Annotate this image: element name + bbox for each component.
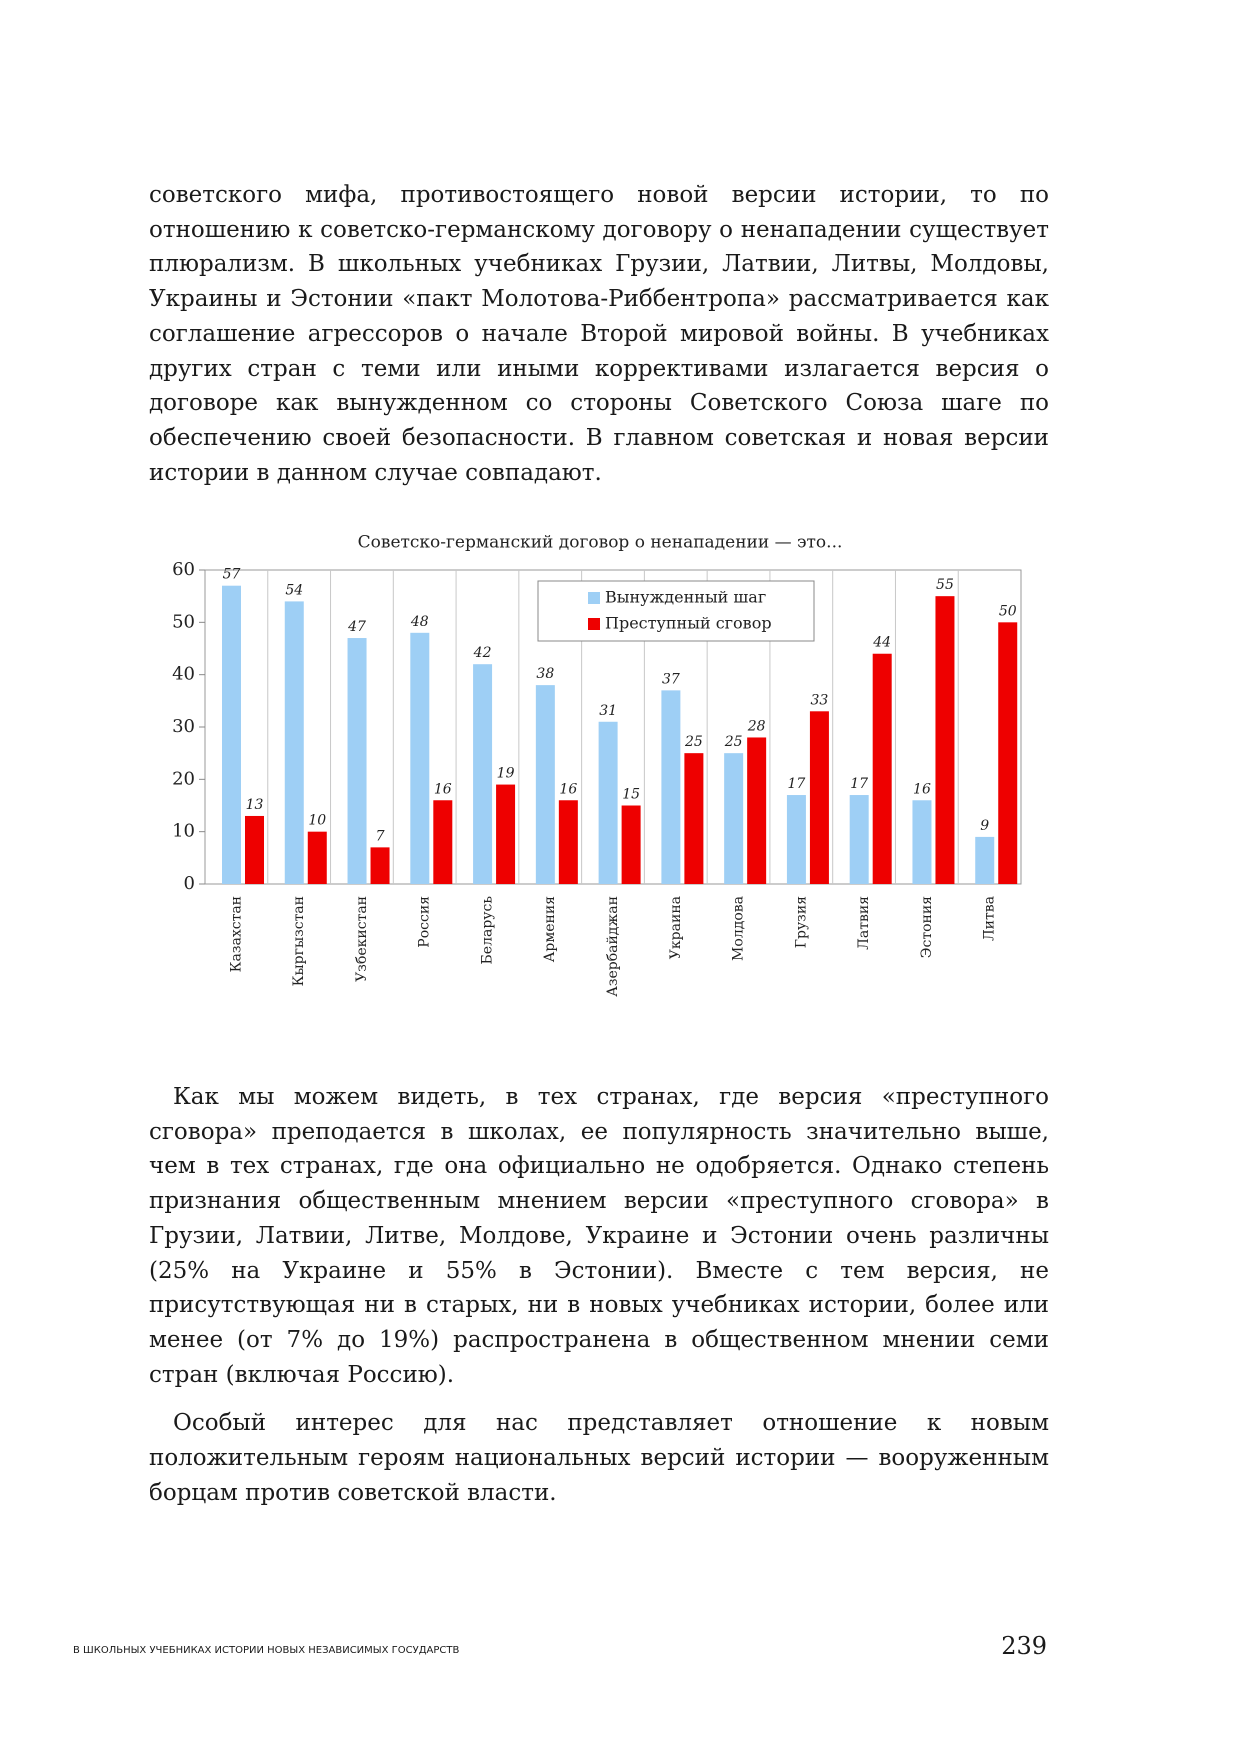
bar [598, 721, 618, 884]
data-label: 7 [376, 828, 385, 844]
paragraph: Как мы можем видеть, в тех странах, где … [149, 1084, 1049, 1388]
bar [558, 800, 578, 884]
bar [809, 711, 829, 884]
data-label: 38 [536, 666, 554, 682]
x-tick-label: Кыргызстан [291, 896, 307, 986]
chart-title: Советско-германский договор о ненападени… [358, 533, 843, 553]
y-tick-label: 60 [172, 559, 195, 580]
bar [661, 690, 681, 884]
data-label: 47 [347, 619, 366, 635]
x-tick-label: Беларусь [479, 896, 495, 965]
text-top: советского мифа, противостоящего новой в… [149, 178, 1049, 490]
bar [998, 622, 1018, 884]
bar [975, 836, 995, 884]
data-label: 42 [473, 645, 492, 661]
data-label: 31 [599, 703, 617, 719]
x-tick-label: Армения [542, 896, 558, 962]
bar [621, 805, 641, 884]
bar [849, 795, 869, 884]
data-label: 16 [913, 781, 931, 797]
paragraph: Особый интерес для нас представляет отно… [149, 1410, 1049, 1506]
legend-swatch [588, 618, 600, 630]
data-label: 33 [811, 692, 829, 708]
data-label: 13 [246, 797, 264, 813]
x-tick-label: Украина [668, 896, 684, 959]
data-label: 16 [434, 781, 452, 797]
data-label: 37 [662, 671, 680, 687]
data-label: 16 [559, 781, 577, 797]
bar [535, 685, 555, 884]
bar [935, 596, 955, 884]
data-label: 50 [999, 603, 1017, 619]
x-tick-label: Азербайджан [605, 896, 621, 997]
x-tick-label: Грузия [793, 896, 809, 948]
y-tick-label: 10 [172, 821, 195, 842]
y-tick-label: 30 [172, 716, 195, 737]
bar [473, 664, 493, 884]
paragraph: советского мифа, противостоящего новой в… [149, 182, 1049, 486]
chart: Советско-германский договор о ненападени… [172, 533, 1022, 997]
bar [684, 753, 704, 884]
bar [724, 753, 744, 884]
bar [747, 737, 767, 884]
data-label: 10 [308, 813, 326, 829]
data-label: 15 [622, 787, 640, 803]
bar [347, 638, 367, 884]
bar [496, 784, 516, 884]
bar [370, 847, 390, 884]
legend-label: Вынужденный шаг [605, 588, 766, 607]
legend-label: Преступный сговор [605, 614, 772, 633]
data-label: 17 [850, 776, 868, 792]
bar [912, 800, 932, 884]
x-tick-label: Молдова [731, 896, 747, 961]
bar [872, 653, 892, 884]
data-label: 28 [747, 718, 766, 734]
y-tick-label: 50 [172, 611, 195, 632]
x-tick-label: Узбекистан [354, 896, 370, 982]
x-tick-label: Эстония [919, 896, 935, 958]
bar [245, 815, 264, 884]
footer: В ШКОЛЬНЫХ УЧЕБНИКАХ ИСТОРИИ НОВЫХ НЕЗАВ… [73, 1645, 460, 1656]
data-label: 55 [936, 577, 954, 593]
y-tick-label: 20 [172, 768, 195, 789]
bar [786, 795, 806, 884]
bar [410, 632, 430, 884]
x-tick-label: Латвия [856, 896, 872, 950]
data-label: 17 [788, 776, 806, 792]
x-tick-label: Казахстан [228, 896, 244, 972]
x-tick-label: Литва [982, 896, 998, 941]
legend-box [537, 580, 815, 642]
bar [284, 601, 304, 884]
data-label: 9 [980, 818, 989, 834]
data-label: 25 [724, 734, 743, 750]
bar [222, 585, 241, 884]
bar [433, 800, 453, 884]
data-label: 25 [684, 734, 703, 750]
data-label: 54 [285, 582, 303, 598]
data-label: 44 [872, 635, 891, 651]
data-label: 48 [410, 614, 429, 630]
legend-swatch [588, 592, 600, 604]
y-tick-label: 0 [184, 873, 195, 894]
page-number: 239 [1001, 1632, 1047, 1660]
data-label: 57 [223, 567, 241, 583]
bar [307, 831, 327, 884]
y-tick-label: 40 [172, 664, 195, 685]
x-tick-label: Россия [417, 896, 433, 948]
text-bottom: Как мы можем видеть, в тех странах, где … [149, 1080, 1049, 1524]
data-label: 19 [497, 766, 515, 782]
